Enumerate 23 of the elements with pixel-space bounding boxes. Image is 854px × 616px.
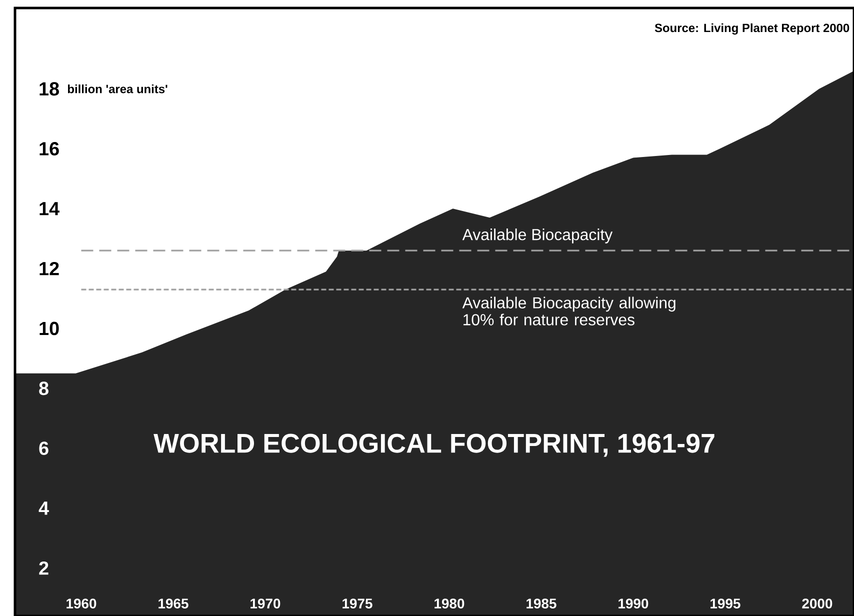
y-tick-label: 16	[40, 142, 59, 156]
x-tick-label: 1980	[434, 598, 464, 608]
x-tick-label: 1975	[342, 598, 372, 608]
x-tick-label: 2000	[802, 598, 832, 608]
y-tick-label: 10	[40, 322, 59, 336]
y-tick-label: 2	[39, 561, 48, 575]
x-tick-label: 1990	[618, 598, 648, 608]
ref-line-label: Available Biocapacity allowing 10% for nature reserves	[462, 296, 676, 326]
y-tick-label: 12	[40, 262, 59, 276]
x-tick-label: 1970	[250, 598, 280, 608]
y-tick-label: 4	[38, 502, 49, 515]
annotation: Source: Living Planet Report 2000	[654, 23, 850, 35]
y-axis-title: billion 'area units'	[68, 84, 168, 94]
x-tick-label: 1995	[710, 598, 740, 608]
y-tick-label: 8	[39, 382, 48, 396]
ref-line-label: Available Biocapacity	[462, 228, 613, 244]
x-tick-label: 1985	[526, 598, 556, 608]
y-tick-label: 18	[40, 82, 59, 96]
y-tick-label: 6	[39, 442, 48, 455]
x-tick-label: 1965	[158, 598, 188, 608]
text: WORLD ECOLOGICAL FOOTPRINT, 1961-97	[154, 434, 714, 457]
y-tick-label: 14	[40, 202, 60, 216]
x-tick-label: 1960	[66, 598, 96, 608]
